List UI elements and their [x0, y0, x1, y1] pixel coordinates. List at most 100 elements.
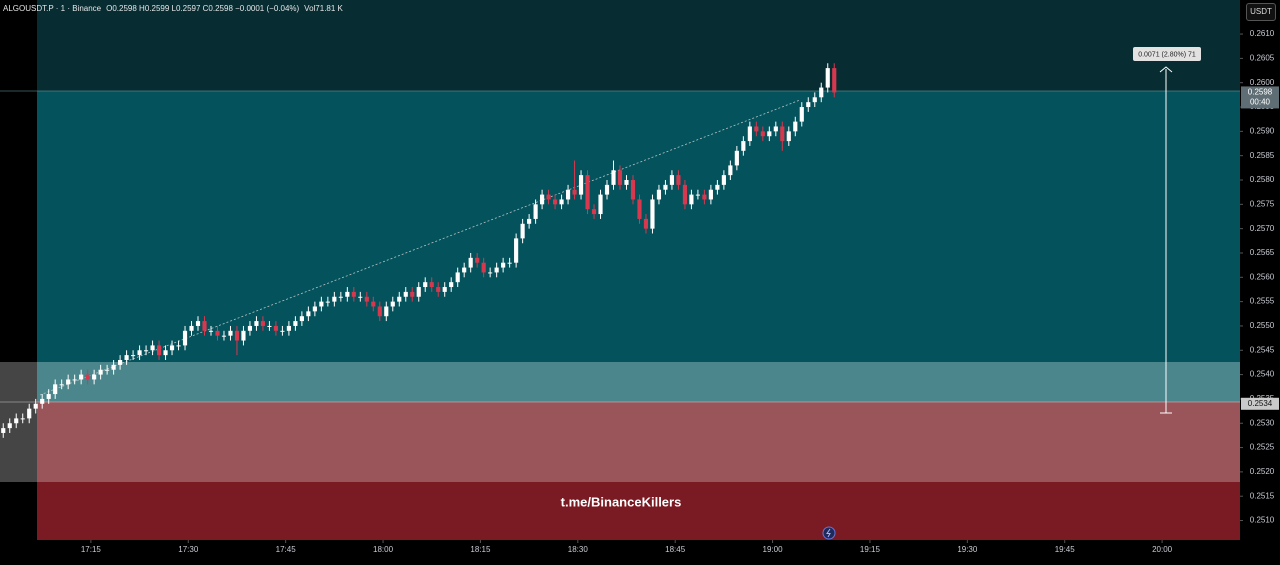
candle-body — [475, 257, 480, 263]
y-tick-label: 0.2520 — [1250, 467, 1275, 476]
candle-body — [338, 296, 343, 298]
candle-body — [59, 384, 64, 386]
y-tick-label: 0.2555 — [1250, 297, 1275, 306]
candle-body — [812, 97, 817, 103]
candle-body — [429, 282, 434, 288]
candle-body — [1, 428, 6, 433]
candle-body — [345, 291, 350, 297]
candle-body — [540, 194, 545, 205]
x-tick-label: 19:45 — [1055, 545, 1076, 554]
candle-body — [137, 350, 142, 356]
candle-body — [234, 330, 240, 341]
candle-body — [332, 296, 337, 302]
candle-body — [773, 126, 778, 132]
x-tick-label: 18:15 — [470, 545, 491, 554]
candle-body — [786, 131, 791, 142]
candle-body — [436, 287, 441, 292]
candle-body — [819, 87, 824, 98]
countdown-label: 00:40 — [1250, 98, 1271, 107]
last-price-box — [1241, 86, 1279, 109]
x-tick-label: 19:00 — [763, 545, 784, 554]
candle-body — [319, 301, 324, 307]
symbol: ALGOUSDT.P · 1 · Binance — [3, 4, 102, 13]
candle-body — [221, 335, 227, 337]
candle-body — [14, 418, 19, 424]
candle-body — [806, 102, 811, 108]
candle-body — [254, 321, 259, 326]
candle-body — [520, 223, 525, 239]
candle-body — [397, 296, 402, 302]
candle-body — [416, 287, 421, 297]
x-tick-label: 17:30 — [178, 545, 199, 554]
candle-body — [565, 189, 571, 200]
candle-body — [384, 306, 389, 317]
candle-body — [105, 369, 110, 371]
currency-button[interactable]: USDT — [1246, 3, 1276, 21]
x-tick-label: 17:45 — [276, 545, 297, 554]
x-tick-label: 19:30 — [957, 545, 978, 554]
candle-body — [182, 330, 188, 346]
y-tick-label: 0.2540 — [1250, 370, 1275, 379]
candle-body — [611, 170, 616, 185]
pink-zone — [37, 402, 1240, 482]
candle-body — [617, 170, 623, 185]
level-price-box — [1241, 397, 1279, 410]
x-tick-label: 17:15 — [81, 545, 102, 554]
candle-body — [734, 150, 739, 166]
x-tick-label: 18:45 — [665, 545, 686, 554]
candle-body — [299, 316, 304, 322]
candle-body — [169, 345, 175, 351]
candle-body — [40, 398, 45, 404]
candle-body — [578, 175, 584, 195]
candle-body — [702, 194, 707, 200]
level-price-label: 0.2534 — [1248, 399, 1273, 408]
candle-body — [728, 165, 733, 176]
candle-body — [273, 325, 278, 331]
x-tick-label: 19:15 — [860, 545, 881, 554]
candle-body — [825, 68, 830, 88]
y-tick-label: 0.2575 — [1250, 199, 1275, 208]
candle-body — [156, 345, 162, 356]
y-tick-label: 0.2565 — [1250, 248, 1275, 257]
y-tick-label: 0.2545 — [1250, 345, 1275, 354]
y-tick-label: 0.2525 — [1250, 443, 1275, 452]
candle-body — [637, 199, 642, 219]
y-tick-label: 0.2600 — [1250, 78, 1275, 87]
y-tick-label: 0.2580 — [1250, 175, 1275, 184]
candle-body — [293, 321, 298, 326]
candle-body — [163, 350, 168, 356]
candle-body — [507, 262, 512, 264]
y-tick-label: 0.2560 — [1250, 272, 1275, 281]
measure-box — [1133, 47, 1201, 61]
candle-body — [364, 296, 369, 302]
measure-label: 0.0071 (2.80%) 71 — [1138, 51, 1196, 58]
candle-body — [591, 209, 597, 215]
candle-body — [423, 282, 428, 288]
candle-body — [559, 199, 564, 205]
candle-body — [215, 330, 220, 336]
candle-body — [793, 121, 798, 132]
candle-body — [228, 330, 233, 336]
candle-body — [462, 267, 467, 273]
candle-body — [682, 184, 687, 205]
candle-body — [98, 369, 103, 375]
y-tick-label: 0.2585 — [1250, 151, 1275, 160]
candle-body — [280, 330, 285, 332]
red-zone — [37, 482, 1240, 540]
last-price-label: 0.2598 — [1248, 88, 1273, 97]
candle-body — [46, 394, 51, 399]
candle-body — [241, 330, 246, 341]
candle-body — [488, 272, 493, 274]
candle-body — [312, 306, 317, 312]
candle-body — [286, 325, 291, 331]
teal-zone — [37, 91, 1240, 362]
candle-body — [533, 204, 538, 219]
candle-body — [131, 355, 136, 357]
time-axis — [0, 540, 1240, 560]
candle-body — [92, 374, 97, 380]
candle-body — [481, 262, 486, 273]
candle-body — [494, 267, 499, 273]
candle-body — [306, 311, 311, 317]
candle-body — [267, 325, 272, 327]
